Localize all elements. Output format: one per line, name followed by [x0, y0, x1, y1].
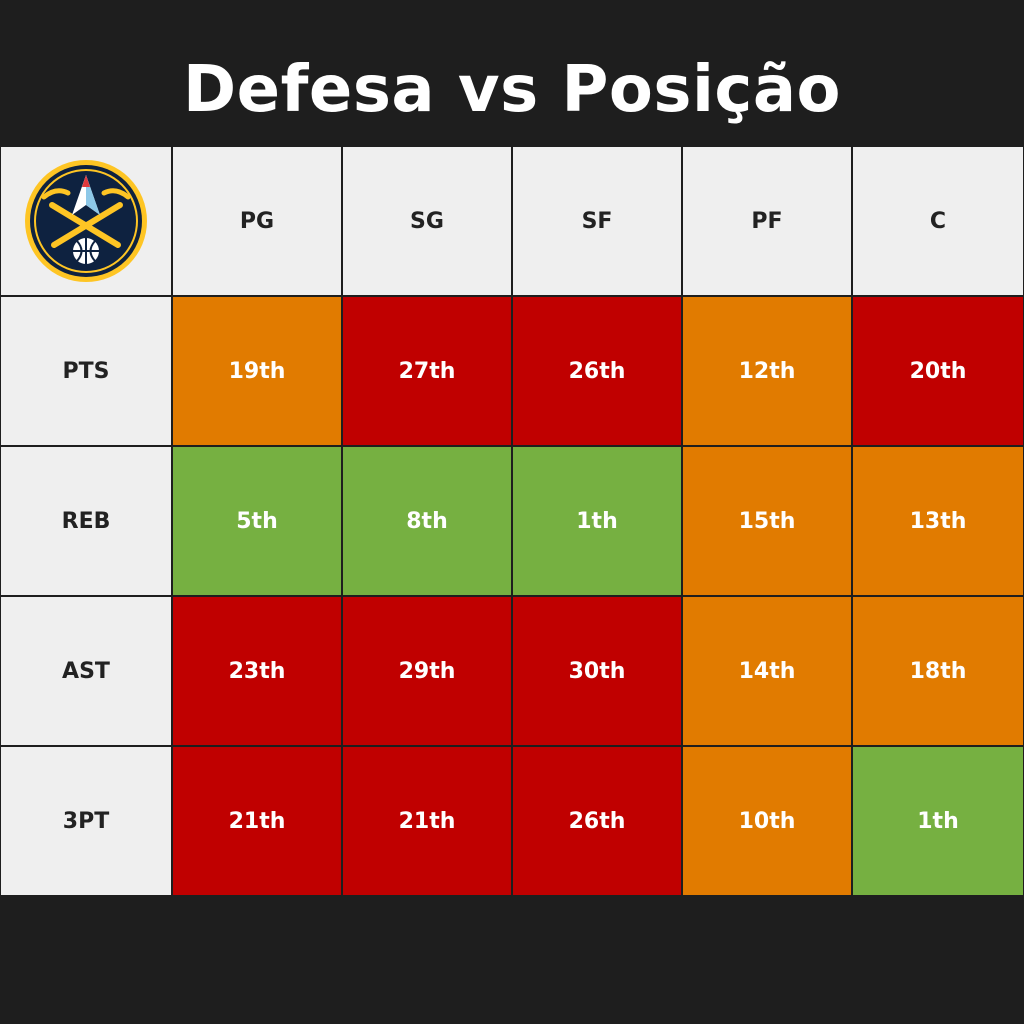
rank-cell: 14th [683, 597, 851, 745]
defense-table: PG SG SF PF C PTS 19th 27th 26th 12th 20… [0, 146, 1024, 896]
rank-cell: 1th [513, 447, 681, 595]
rank-cell: 21th [173, 747, 341, 895]
page-title: Defesa vs Posição [183, 53, 841, 127]
row-header-ast: AST [1, 597, 171, 745]
column-header-sf: SF [513, 147, 681, 295]
rank-cell: 21th [343, 747, 511, 895]
rank-cell: 23th [173, 597, 341, 745]
rank-cell: 15th [683, 447, 851, 595]
row-header-reb: REB [1, 447, 171, 595]
column-header-pg: PG [173, 147, 341, 295]
rank-cell: 26th [513, 297, 681, 445]
denver-nuggets-logo-icon [25, 160, 147, 282]
rank-cell: 13th [853, 447, 1023, 595]
rank-cell: 27th [343, 297, 511, 445]
column-header-c: C [853, 147, 1023, 295]
rank-cell: 29th [343, 597, 511, 745]
rank-cell: 19th [173, 297, 341, 445]
rank-cell: 20th [853, 297, 1023, 445]
rank-cell: 5th [173, 447, 341, 595]
team-logo [1, 147, 171, 295]
rank-cell: 30th [513, 597, 681, 745]
column-header-pf: PF [683, 147, 851, 295]
rank-cell: 26th [513, 747, 681, 895]
rank-cell: 10th [683, 747, 851, 895]
rank-cell: 1th [853, 747, 1023, 895]
row-header-pts: PTS [1, 297, 171, 445]
column-header-sg: SG [343, 147, 511, 295]
rank-cell: 18th [853, 597, 1023, 745]
rank-cell: 8th [343, 447, 511, 595]
row-header-3pt: 3PT [1, 747, 171, 895]
rank-cell: 12th [683, 297, 851, 445]
